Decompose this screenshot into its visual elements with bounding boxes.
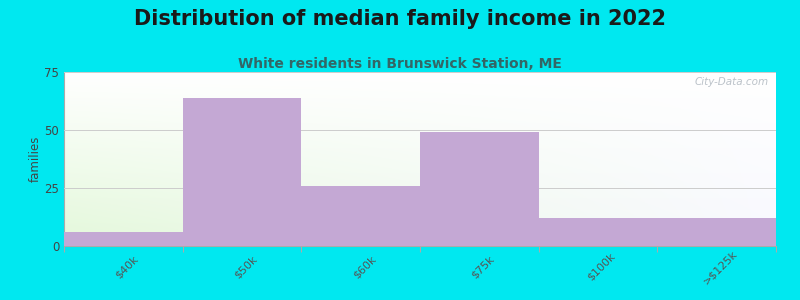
Text: $60k: $60k [351, 254, 378, 280]
Text: City-Data.com: City-Data.com [694, 77, 769, 87]
Text: White residents in Brunswick Station, ME: White residents in Brunswick Station, ME [238, 57, 562, 71]
Text: $40k: $40k [114, 254, 140, 280]
Text: >$125k: >$125k [701, 248, 739, 286]
Y-axis label: families: families [29, 136, 42, 182]
Bar [658, 218, 776, 246]
Bar [302, 186, 420, 246]
Bar [64, 232, 182, 246]
Text: $100k: $100k [586, 251, 618, 283]
Text: $50k: $50k [232, 254, 258, 280]
Text: $75k: $75k [470, 254, 496, 280]
Bar [538, 218, 658, 246]
Text: Distribution of median family income in 2022: Distribution of median family income in … [134, 9, 666, 29]
Bar [182, 98, 302, 246]
Bar [420, 132, 538, 246]
